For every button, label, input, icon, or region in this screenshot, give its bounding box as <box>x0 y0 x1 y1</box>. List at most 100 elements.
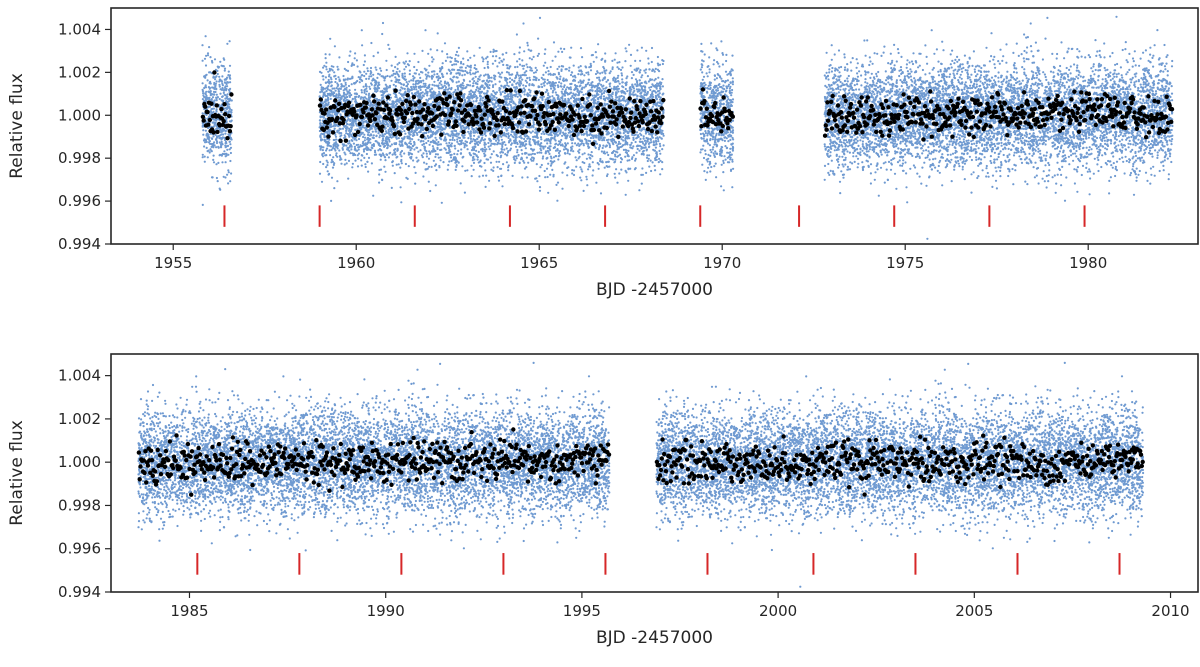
raw-flux-point <box>488 138 492 141</box>
raw-flux-point <box>374 151 377 154</box>
raw-flux-point <box>483 146 486 149</box>
raw-flux-point <box>396 149 399 152</box>
raw-flux-point <box>203 160 206 163</box>
raw-flux-point <box>473 131 477 134</box>
raw-flux-point <box>226 173 229 176</box>
raw-flux-point <box>528 140 531 143</box>
raw-flux-point <box>590 119 593 122</box>
raw-flux-point <box>636 94 639 97</box>
raw-flux-point <box>630 71 634 74</box>
raw-flux-point <box>455 63 458 66</box>
raw-flux-point <box>223 136 226 139</box>
raw-flux-point <box>607 138 610 141</box>
raw-flux-point <box>443 84 446 87</box>
raw-flux-point <box>446 168 449 171</box>
raw-flux-point <box>322 87 325 90</box>
raw-flux-point <box>554 155 557 158</box>
raw-flux-point <box>392 83 395 86</box>
raw-flux-point <box>559 132 562 135</box>
raw-flux-point <box>469 84 472 87</box>
raw-flux-point <box>525 63 528 66</box>
raw-flux-point <box>227 171 230 174</box>
raw-flux-point <box>603 90 606 93</box>
raw-flux-point <box>624 151 628 154</box>
raw-flux-point <box>380 149 383 152</box>
raw-flux-point <box>584 93 588 96</box>
raw-flux-point <box>511 174 514 177</box>
raw-flux-point <box>619 128 622 131</box>
raw-flux-point <box>343 151 346 154</box>
raw-flux-point <box>385 59 388 62</box>
raw-flux-point <box>505 51 508 55</box>
raw-flux-point <box>498 61 501 64</box>
raw-flux-point <box>469 130 472 133</box>
raw-flux-point <box>544 176 547 179</box>
raw-flux-point <box>350 128 353 131</box>
raw-flux-point <box>219 145 223 148</box>
raw-flux-point <box>589 69 593 72</box>
raw-flux-point <box>228 140 231 143</box>
raw-flux-point <box>353 57 356 60</box>
raw-flux-point <box>646 159 649 163</box>
raw-flux-point <box>491 62 494 65</box>
raw-flux-point <box>610 130 614 134</box>
raw-flux-point <box>619 161 623 164</box>
raw-flux-point <box>639 82 642 85</box>
raw-flux-point <box>457 132 460 135</box>
raw-flux-point <box>588 163 591 166</box>
raw-flux-point <box>394 66 397 69</box>
raw-flux-point <box>376 51 380 54</box>
raw-flux-point <box>227 182 230 185</box>
raw-flux-point <box>530 58 534 61</box>
raw-flux-point <box>212 76 215 79</box>
raw-flux-point <box>398 70 401 73</box>
raw-flux-point <box>500 76 503 79</box>
raw-flux-point <box>594 72 598 76</box>
raw-flux-point <box>336 180 339 183</box>
raw-flux-point <box>601 146 604 150</box>
raw-flux-point <box>627 100 630 103</box>
raw-flux-point <box>594 51 597 54</box>
raw-flux-point <box>518 57 521 61</box>
raw-flux-point <box>216 72 219 76</box>
raw-flux-point <box>205 90 208 93</box>
raw-flux-point <box>526 176 529 179</box>
raw-flux-point <box>397 73 400 76</box>
raw-flux-point <box>212 154 215 157</box>
raw-flux-point <box>383 165 386 168</box>
raw-flux-point <box>617 140 621 143</box>
raw-flux-point <box>462 57 465 60</box>
raw-flux-point <box>581 161 584 164</box>
raw-flux-point <box>222 175 225 178</box>
raw-flux-point <box>527 48 530 51</box>
raw-flux-point <box>657 84 660 87</box>
raw-flux-point <box>322 78 325 81</box>
raw-flux-point <box>463 73 466 76</box>
raw-flux-point <box>490 76 493 79</box>
raw-flux-point <box>201 112 204 115</box>
raw-flux-point <box>599 192 603 195</box>
raw-flux-point <box>469 137 473 140</box>
raw-flux-point <box>223 81 226 84</box>
raw-flux-point <box>594 90 597 93</box>
raw-flux-point <box>543 84 546 87</box>
raw-flux-point <box>644 71 647 74</box>
raw-flux-point <box>225 89 228 92</box>
raw-flux-point <box>203 155 206 158</box>
raw-flux-point <box>511 94 515 97</box>
raw-flux-point <box>536 180 539 183</box>
raw-flux-point <box>377 149 380 152</box>
raw-flux-point <box>641 167 644 170</box>
raw-flux-point <box>472 168 475 171</box>
raw-flux-point <box>657 140 660 143</box>
raw-flux-point <box>450 88 453 91</box>
raw-flux-point <box>658 142 662 145</box>
raw-flux-point <box>205 121 208 124</box>
raw-flux-point <box>568 66 571 69</box>
raw-flux-point <box>201 98 204 101</box>
raw-flux-point <box>617 90 620 93</box>
raw-flux-point <box>399 186 402 189</box>
raw-flux-point <box>336 145 339 148</box>
raw-flux-point <box>522 159 525 163</box>
raw-flux-point <box>207 115 211 118</box>
